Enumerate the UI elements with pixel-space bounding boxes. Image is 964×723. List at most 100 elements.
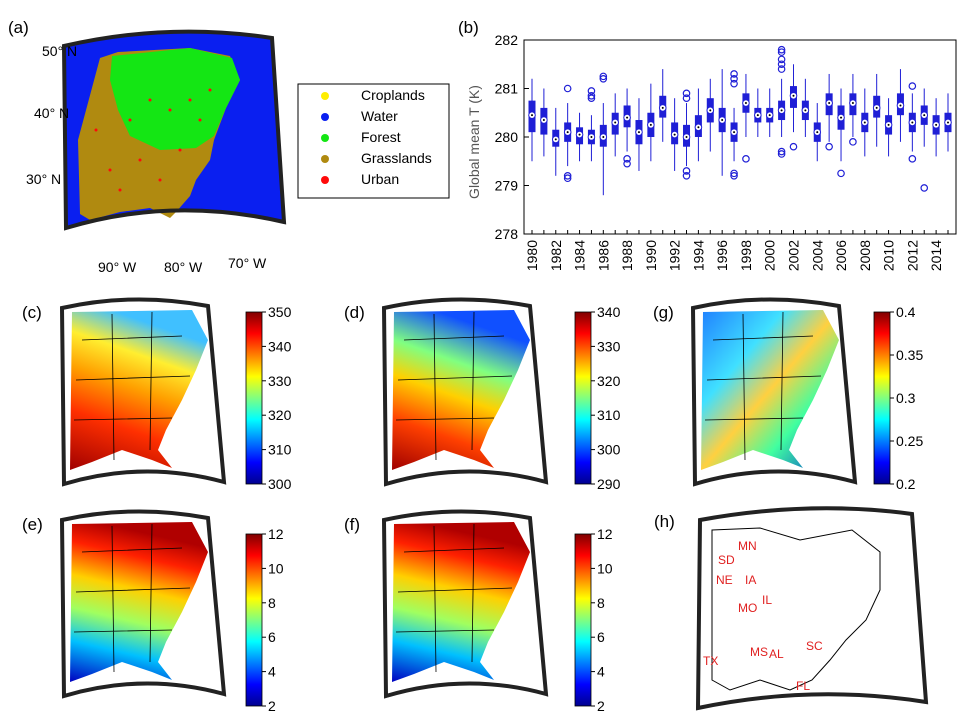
- y-tick-label: 282: [495, 32, 519, 48]
- outlier: [777, 65, 786, 73]
- outlier: [777, 60, 786, 69]
- x-tick-label: 2012: [904, 240, 920, 271]
- outlier: [777, 147, 786, 156]
- box-1980: [528, 78, 536, 162]
- outlier: [742, 155, 750, 163]
- median-dot: [637, 131, 640, 134]
- box-1995: [706, 78, 715, 152]
- median-dot: [744, 102, 747, 105]
- median-dot: [935, 123, 938, 126]
- outlier: [849, 138, 857, 146]
- colorbar-tick-label: 2: [268, 698, 276, 714]
- map-frame: [381, 509, 549, 699]
- y-tick-label: 280: [495, 129, 519, 145]
- box-1988: [623, 88, 631, 168]
- median-dot: [649, 123, 652, 126]
- state-borders: [73, 523, 191, 673]
- outlier: [730, 79, 738, 88]
- outlier: [908, 82, 917, 90]
- x-tick-label: 2006: [833, 240, 849, 271]
- panel-f: (f) 12 10 8 6 4 2: [344, 509, 613, 714]
- colorbar: [873, 311, 891, 485]
- colorbar-tick-label: 2: [597, 698, 605, 714]
- map-frame: [59, 509, 227, 699]
- outlier: [587, 87, 596, 95]
- urban-dots: [94, 88, 212, 192]
- lon-label-90: 90° W: [98, 259, 137, 275]
- colorbar-tick-label: 10: [597, 560, 613, 576]
- outlier: [563, 84, 572, 93]
- state-label-sd: SD: [718, 553, 735, 567]
- panel-g-label: (g): [653, 303, 674, 322]
- colorbar-tick-label: 4: [268, 664, 276, 680]
- median-dot: [804, 109, 807, 112]
- colorbar-tick-label: 0.35: [896, 347, 923, 363]
- x-tick-label: 1982: [548, 240, 564, 271]
- panel-c: (c) 350 340 330 320 310 300: [22, 297, 292, 492]
- outlier: [920, 184, 929, 192]
- y-axis-label: Global mean T (K): [466, 85, 482, 199]
- colorbar-tick-label: 12: [597, 526, 613, 542]
- colorbar-tick-label: 340: [268, 338, 292, 354]
- colorbar-tick-label: 330: [268, 373, 292, 389]
- colorbar-tick-label: 300: [268, 476, 292, 492]
- map-frame: [690, 297, 858, 487]
- x-tick-label: 2008: [857, 240, 873, 271]
- box-2004: [813, 103, 822, 162]
- map-frame: [61, 29, 287, 231]
- median-dot: [733, 131, 736, 134]
- colorbar-tick-label: 8: [597, 595, 605, 611]
- median-dot: [661, 106, 664, 109]
- median-dot: [721, 119, 724, 122]
- map-field: [70, 522, 208, 682]
- x-tick-label: 1998: [738, 240, 754, 271]
- median-dot: [923, 114, 926, 117]
- box-1985: [587, 87, 596, 162]
- median-dot: [590, 136, 593, 138]
- x-tick-label: 1990: [643, 240, 659, 271]
- colorbar-tick-label: 320: [268, 407, 292, 423]
- median-dot: [792, 94, 795, 97]
- median-dot: [531, 114, 533, 117]
- box-2010: [884, 98, 893, 157]
- box-2003: [801, 78, 810, 137]
- box-1986: [599, 72, 608, 196]
- median-dot: [756, 114, 759, 117]
- x-tick-label: 2004: [809, 240, 825, 271]
- map-field: [701, 310, 839, 470]
- panel-e-label: (e): [22, 515, 43, 534]
- colorbar-tick-label: 4: [597, 664, 605, 680]
- x-tick-label: 1994: [690, 240, 706, 271]
- lon-label-80: 80° W: [164, 259, 203, 275]
- colorbar-tick-label: 10: [268, 560, 284, 576]
- median-dot: [899, 104, 902, 107]
- median-dot: [911, 121, 914, 124]
- median-dot: [851, 102, 854, 105]
- state-borders: [395, 523, 513, 673]
- box-1983: [563, 84, 572, 183]
- median-dot: [614, 121, 617, 124]
- box-1992: [670, 98, 679, 171]
- state-label-mn: MN: [738, 539, 757, 553]
- box-2012: [908, 82, 917, 163]
- panel-f-label: (f): [344, 515, 360, 534]
- landcover-legend: Croplands Water Forest Grasslands Urban: [297, 83, 450, 199]
- colorbar-tick-label: 350: [268, 304, 292, 320]
- lat-label-30: 30° N: [26, 171, 61, 187]
- panel-b-label: (b): [458, 18, 479, 37]
- legend-marker-forest: [321, 134, 329, 142]
- median-dot: [816, 131, 819, 134]
- box-2008: [861, 88, 869, 157]
- median-dot: [673, 133, 676, 136]
- legend-label-croplands: Croplands: [361, 87, 425, 103]
- median-dot: [626, 116, 629, 119]
- state-label-ms: MS: [750, 645, 768, 659]
- box-2001: [777, 45, 786, 158]
- box-2007: [849, 73, 857, 146]
- y-tick-label: 278: [495, 226, 519, 242]
- outlier: [730, 75, 738, 83]
- outlier: [587, 91, 596, 100]
- outlier: [730, 70, 738, 78]
- state-label-mo: MO: [738, 601, 757, 615]
- outlier: [623, 159, 631, 168]
